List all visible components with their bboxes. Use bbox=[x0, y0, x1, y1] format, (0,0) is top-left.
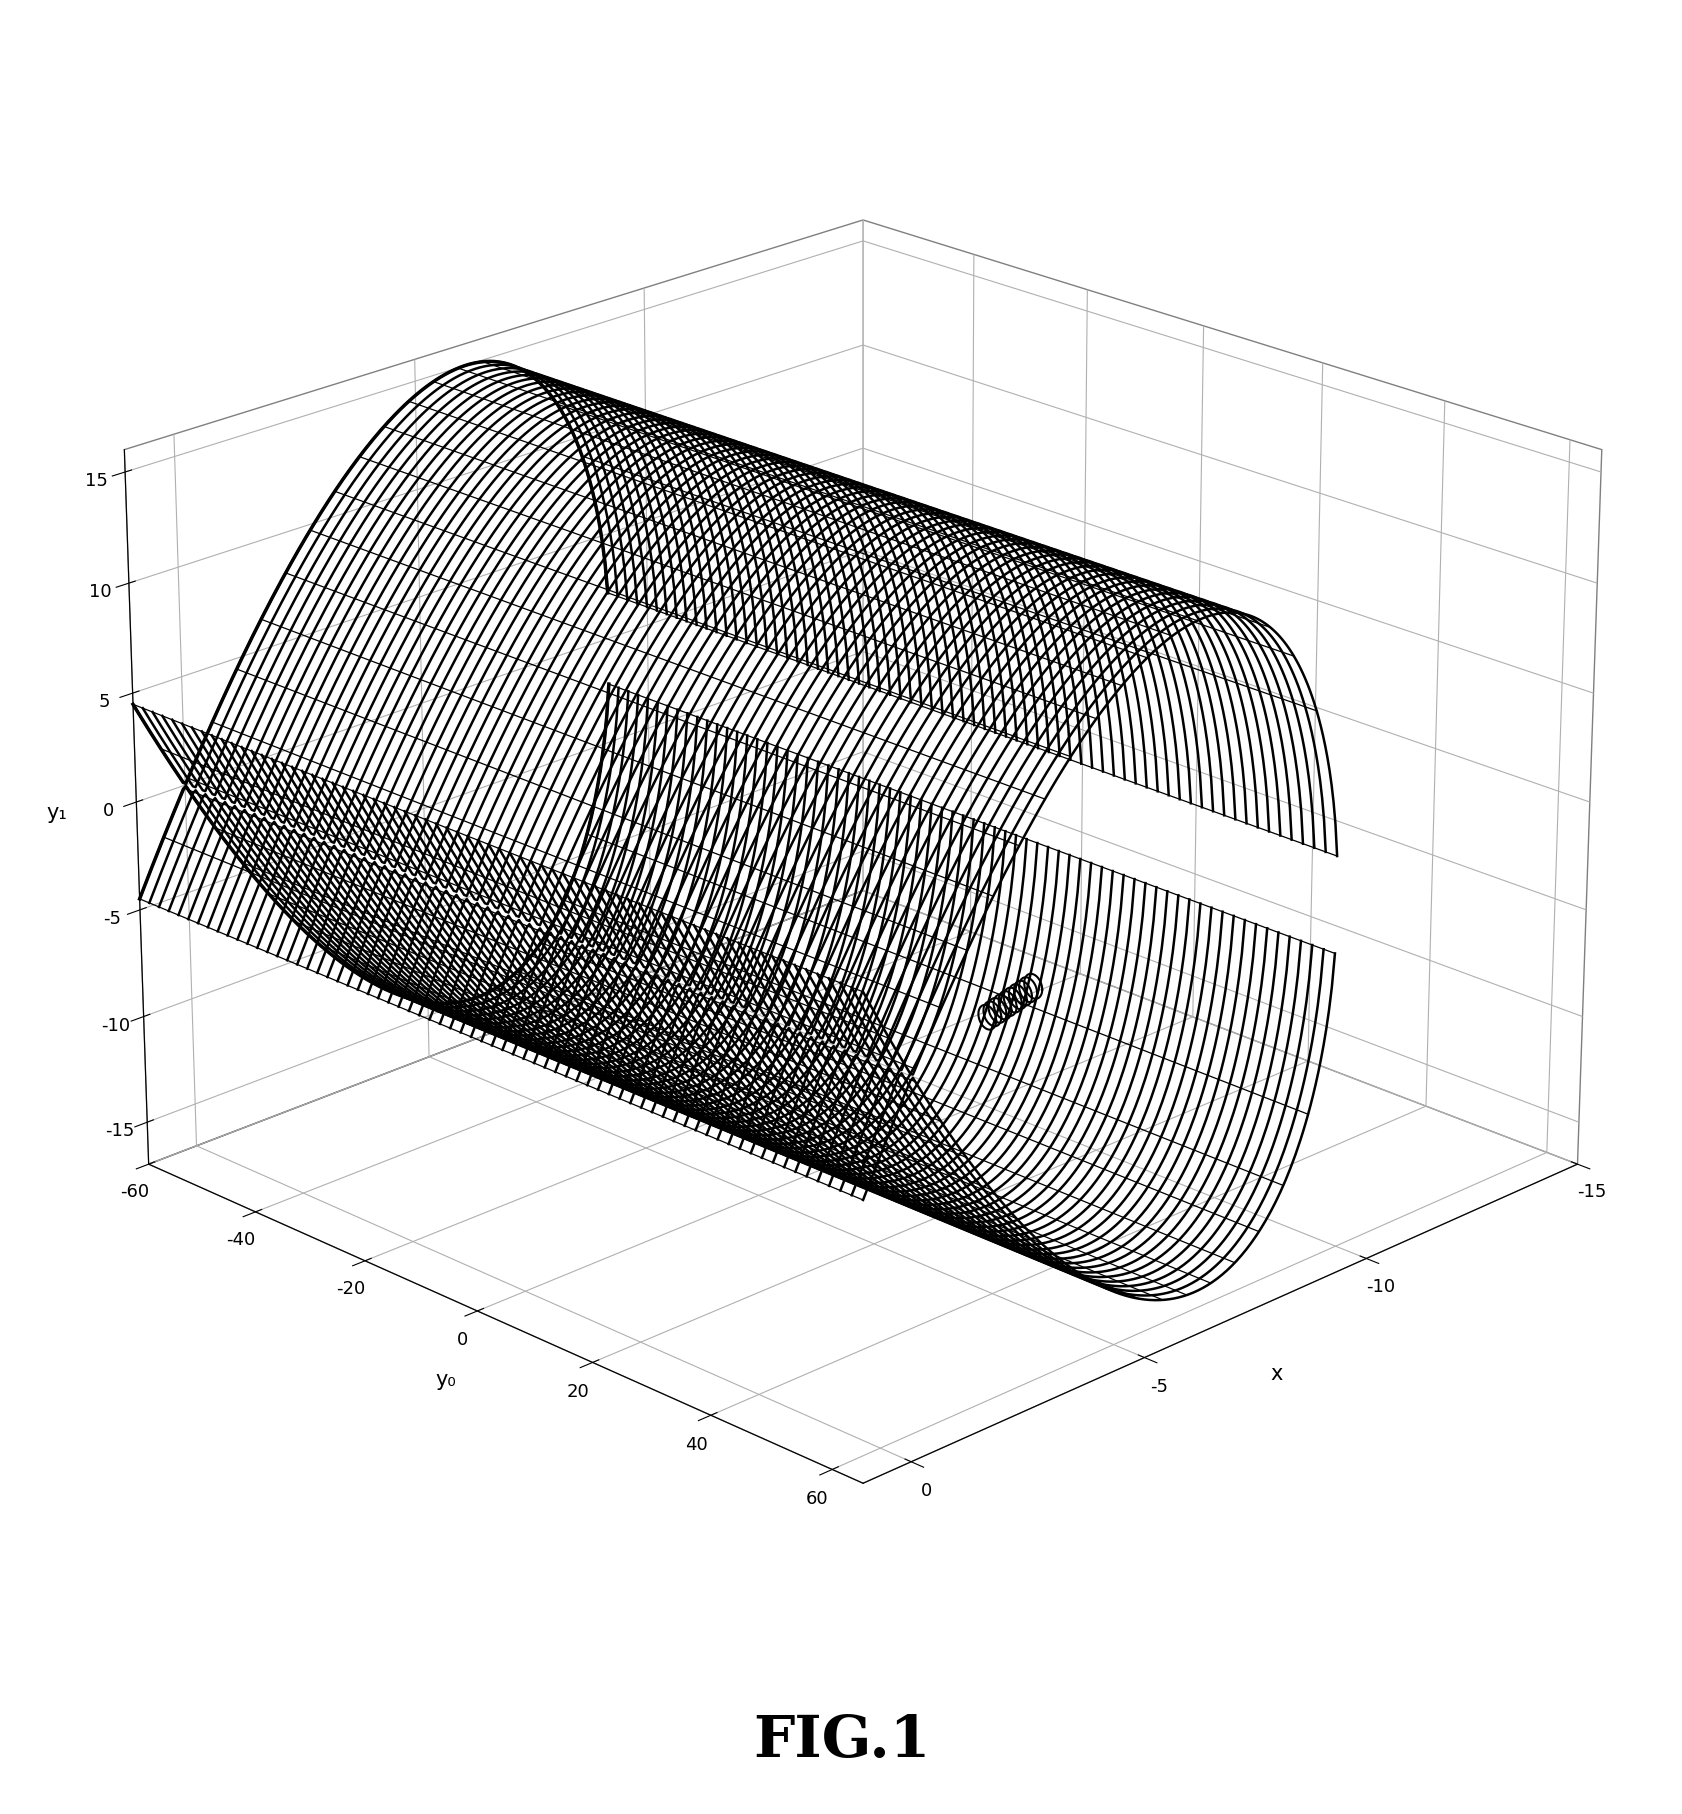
X-axis label: x: x bbox=[1270, 1364, 1282, 1384]
Text: FIG.1: FIG.1 bbox=[752, 1714, 930, 1769]
Y-axis label: y₀: y₀ bbox=[436, 1370, 456, 1390]
